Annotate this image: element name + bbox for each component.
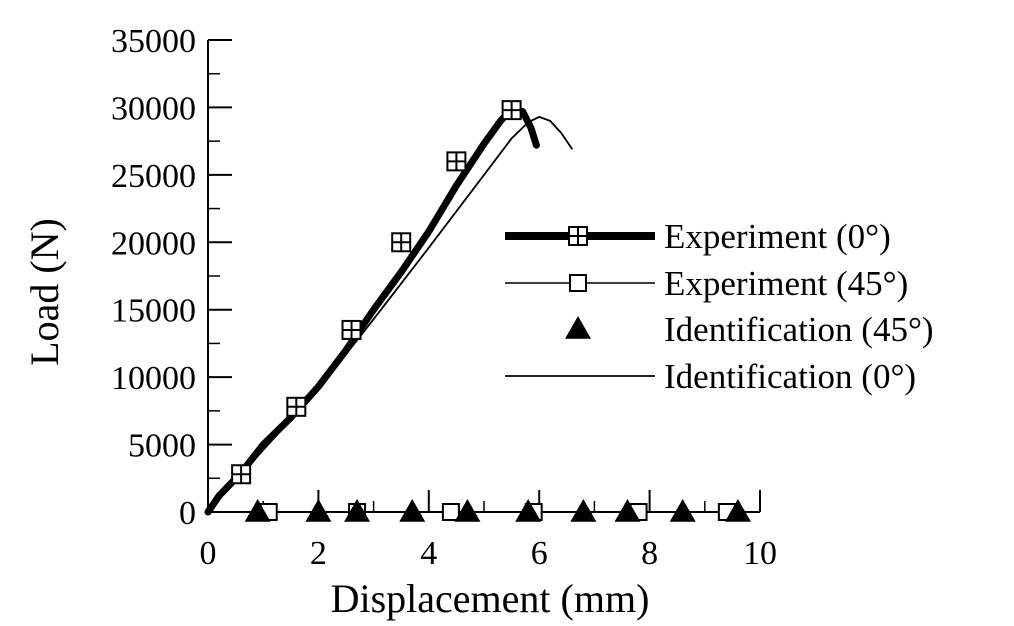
series-identification-45-point [724, 499, 751, 522]
tick-labels: 0 5000 10000 15000 20000 25000 30000 35000 0 2 4 6 8… [111, 23, 777, 572]
series-identification-45-point [244, 499, 271, 522]
series-identification-45-point [399, 499, 426, 522]
y-tick-label: 30000 [111, 90, 196, 127]
series-experiment-0-point [341, 319, 362, 340]
x-axis-label: Displacement (mm) [331, 576, 650, 621]
legend-label: Identification (45°) [664, 310, 934, 349]
y-tick-label: 10000 [111, 360, 196, 397]
x-tick-label: 6 [531, 535, 548, 572]
legend-label: Experiment (45°) [664, 264, 908, 303]
legend-label: Experiment (0°) [664, 217, 891, 256]
legend-marker-experiment-45 [569, 274, 587, 292]
series-experiment-0-point [286, 396, 307, 417]
y-tick-label: 15000 [111, 293, 196, 330]
y-axis-label: Load (N) [22, 218, 67, 366]
legend: Experiment (0°) Experiment (45°) Identific… [505, 217, 934, 396]
series-identification-45-point [570, 499, 597, 522]
series-experiment-45-point [441, 503, 460, 521]
series-experiment-0-point [391, 232, 412, 253]
legend-marker-identification-45 [565, 316, 591, 339]
y-tick-label: 5000 [128, 428, 196, 465]
legend-label: Identification (0°) [664, 357, 916, 396]
x-tick-label: 10 [743, 535, 777, 572]
series-identification-0-line [207, 115, 574, 513]
series-layer [204, 100, 751, 522]
legend-marker-experiment-0 [568, 226, 588, 246]
tick-marks [207, 39, 761, 513]
series-identification-45-point [614, 499, 641, 522]
y-tick-label: 35000 [111, 23, 196, 60]
x-tick-label: 8 [641, 535, 658, 572]
series-experiment-0-point [231, 464, 252, 485]
x-tick-label: 2 [310, 535, 327, 572]
x-tick-label: 0 [200, 535, 217, 572]
x-tick-label: 4 [420, 535, 437, 572]
series-identification-45-point [669, 499, 696, 522]
series-identification-45-point [305, 499, 332, 522]
series-identification-45-point [344, 499, 371, 522]
series-experiment-0-point [446, 151, 467, 172]
y-tick-label: 25000 [111, 158, 196, 195]
y-tick-label: 0 [179, 495, 196, 532]
y-tick-label: 20000 [111, 225, 196, 262]
series-identification-45-point [454, 499, 481, 522]
series-experiment-0-point [501, 100, 522, 121]
series-identification-45-point [515, 499, 542, 522]
